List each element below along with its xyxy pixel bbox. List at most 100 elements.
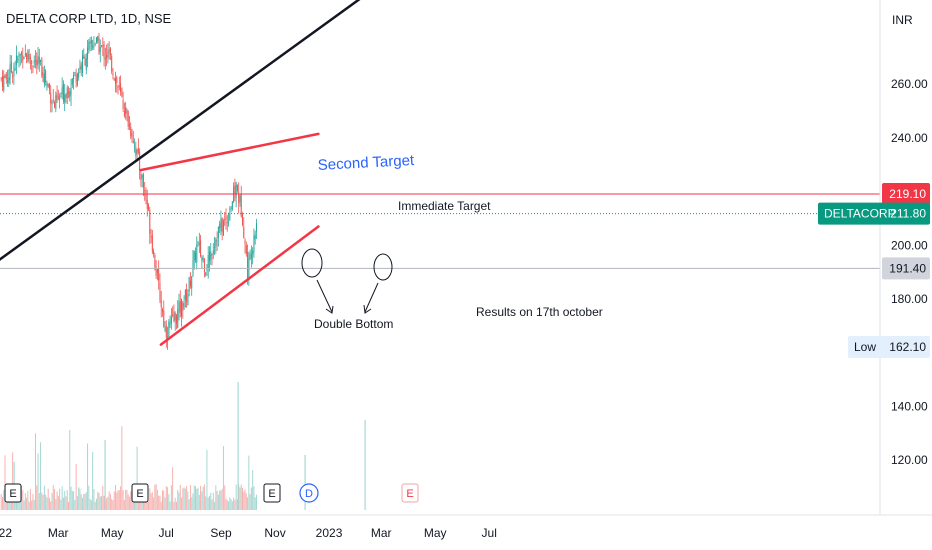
earnings-icon <box>131 483 149 503</box>
candle-body <box>216 239 218 241</box>
candle-body <box>112 73 114 76</box>
candle-body <box>206 269 208 271</box>
volume-bar <box>161 490 163 510</box>
volume-bar <box>192 493 194 510</box>
volume-bar <box>23 500 25 510</box>
volume-bar <box>142 496 144 510</box>
volume-bar <box>109 494 111 510</box>
volume-bar <box>88 485 90 510</box>
volume-bar <box>76 496 78 510</box>
volume-bar <box>150 493 152 510</box>
candle-body <box>183 303 185 308</box>
candle-body <box>50 92 52 104</box>
volume-bar <box>83 493 85 510</box>
arrow-line-1 <box>316 279 333 313</box>
volume-bar <box>233 497 235 510</box>
volume-bar <box>99 496 101 510</box>
candle-body <box>224 219 226 221</box>
volume-bar <box>174 497 176 510</box>
candle-body <box>229 212 231 220</box>
candle-body <box>163 310 165 327</box>
candle-body <box>102 45 104 47</box>
volume-bar <box>45 494 47 510</box>
candle-body <box>211 253 213 256</box>
trendline <box>0 0 361 261</box>
price-axis[interactable]: INR 260.00 240.00 200.00 180.00 140.00 120.00… <box>818 0 930 515</box>
volume-bar <box>211 499 213 510</box>
volume-bar <box>54 488 56 510</box>
volume-bar <box>51 493 53 510</box>
candle-body <box>36 59 38 66</box>
volume-bar <box>136 446 138 510</box>
volume-bar <box>186 485 188 510</box>
price-tag-label: DELTACORP <box>824 207 896 221</box>
time-tick-label: Jul <box>482 526 497 540</box>
candle-body <box>48 83 50 90</box>
candle-body <box>89 40 91 43</box>
time-axis[interactable]: 22 Mar May Jul Sep Nov 2023 Mar May Jul <box>0 514 932 540</box>
volume-bar <box>173 501 175 510</box>
price-tag-value: 211.80 <box>890 207 926 221</box>
double-bottom-label: Double Bottom <box>314 317 393 331</box>
volume-bar <box>160 501 162 510</box>
volume-bar <box>8 495 10 510</box>
candle-body <box>235 182 237 198</box>
volume-bar <box>71 490 73 510</box>
candle-body <box>250 253 252 259</box>
volume-bar <box>145 498 147 510</box>
candle-body <box>238 192 240 204</box>
candle-body <box>243 226 245 239</box>
volume-bar <box>191 497 193 510</box>
volume-bar <box>188 499 190 510</box>
candle-body <box>249 253 251 259</box>
volume-bar <box>179 484 181 510</box>
candle-body <box>191 276 193 289</box>
volume-bar <box>43 485 45 510</box>
price-tick-label: 200.00 <box>891 238 928 252</box>
trendline <box>159 225 320 346</box>
volume-bar <box>244 489 246 510</box>
volume-bar <box>10 497 12 510</box>
bottom-circle-2 <box>373 253 393 281</box>
volume-bar <box>81 497 83 510</box>
candle-body <box>148 204 150 210</box>
candle-body <box>127 111 129 127</box>
candle-body <box>126 109 128 113</box>
volume-bar <box>36 485 38 510</box>
candle-body <box>23 58 25 60</box>
volume-bar <box>154 484 156 510</box>
price-tick-label: 240.00 <box>891 131 928 145</box>
candle-body <box>88 42 90 50</box>
volume-bar <box>215 485 217 510</box>
volume-bar <box>41 492 43 510</box>
volume-bar <box>56 491 58 510</box>
candle-body <box>151 235 153 252</box>
candle-body <box>79 66 81 70</box>
candle-body <box>34 59 36 62</box>
event-letter: E <box>406 488 413 500</box>
price-tag-bg <box>818 202 930 225</box>
candle-body <box>1 75 3 87</box>
volume-bar <box>224 485 226 510</box>
time-tick-label: Sep <box>210 526 232 540</box>
volume-bar <box>236 499 238 510</box>
volume-spike <box>104 440 106 510</box>
candle-body <box>38 56 40 64</box>
candle-body <box>170 316 172 324</box>
candle-body <box>68 91 70 94</box>
volume-bar <box>156 489 158 510</box>
volume-bar <box>90 500 92 510</box>
candle-body <box>37 55 39 65</box>
volume-bar <box>197 487 199 510</box>
second-target-label: Second Target <box>317 152 415 174</box>
volume-bar <box>253 486 255 510</box>
candle-body <box>240 192 242 217</box>
candle-body <box>132 141 134 143</box>
candle-body <box>40 60 42 62</box>
volume-bar <box>182 488 184 510</box>
earnings-icon <box>4 483 22 503</box>
candle-body <box>130 126 132 137</box>
candle-body <box>160 300 162 308</box>
volume-bar <box>89 498 91 510</box>
